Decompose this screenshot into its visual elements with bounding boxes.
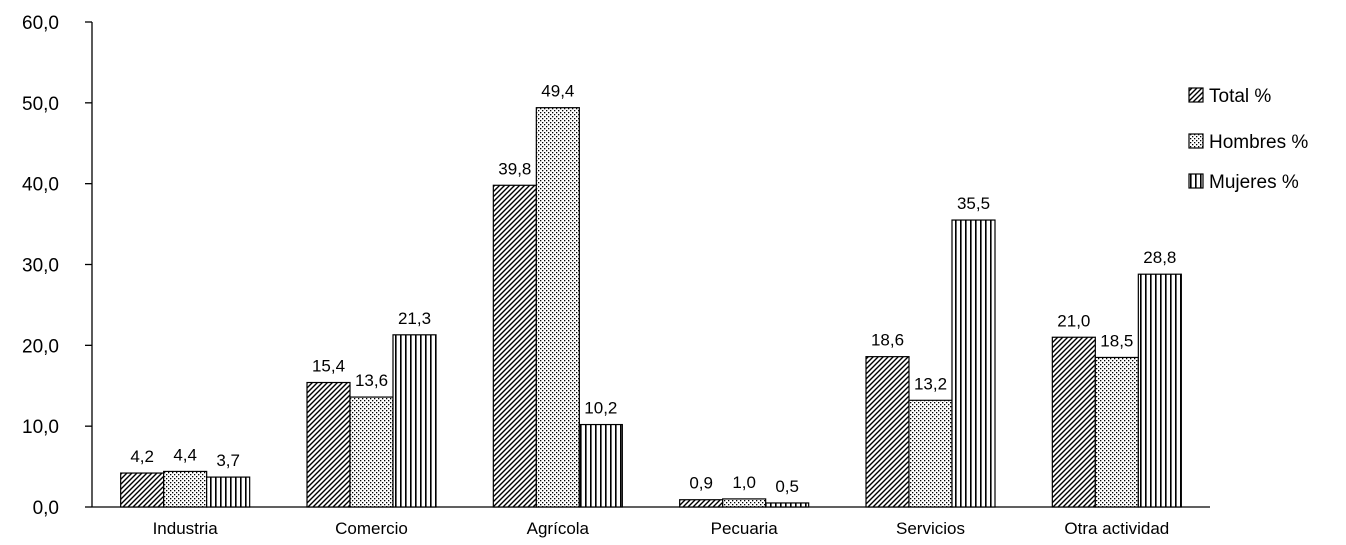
- data-label: 35,5: [957, 194, 990, 213]
- data-label: 4,4: [173, 445, 197, 464]
- bar: [679, 499, 724, 508]
- bar: [765, 502, 810, 508]
- legend-swatch: [1188, 133, 1204, 149]
- legend-swatch: [1188, 173, 1204, 189]
- y-tick-label: 30,0: [22, 256, 59, 277]
- bar: [163, 470, 208, 508]
- bar: [492, 184, 537, 508]
- data-label: 10,2: [584, 399, 617, 418]
- bar: [306, 381, 351, 508]
- bar: [1137, 273, 1182, 508]
- bar: [392, 334, 437, 508]
- data-label: 18,5: [1100, 331, 1133, 350]
- y-tick-label: 10,0: [22, 417, 59, 438]
- bar: [206, 476, 251, 508]
- x-tick-label: Comercio: [335, 519, 408, 538]
- bar: [1051, 336, 1096, 508]
- bar: [120, 472, 165, 508]
- data-label: 18,6: [871, 331, 904, 350]
- data-label: 13,6: [355, 371, 388, 390]
- legend-label: Total %: [1209, 86, 1271, 107]
- x-tick-label: Agrícola: [527, 519, 590, 538]
- data-label: 15,4: [312, 357, 345, 376]
- x-tick-label: Industria: [153, 519, 219, 538]
- x-axis: Industria Comercio Agrícola Pecuaria Servici…: [92, 506, 1210, 538]
- data-label: 21,0: [1057, 311, 1090, 330]
- y-tick-label: 40,0: [22, 175, 59, 196]
- y-tick-label: 50,0: [22, 94, 59, 115]
- data-label: 28,8: [1143, 248, 1176, 267]
- y-tick-label: 60,0: [22, 13, 59, 34]
- data-label: 4,2: [130, 447, 154, 466]
- data-label: 21,3: [398, 309, 431, 328]
- data-label: 0,9: [689, 474, 713, 493]
- data-label: 39,8: [498, 159, 531, 178]
- bar: [865, 356, 910, 508]
- bar: [535, 107, 580, 508]
- y-tick-label: 0,0: [33, 498, 59, 519]
- y-tick-label: 20,0: [22, 336, 59, 357]
- legend-label: Hombres %: [1209, 132, 1308, 153]
- bar: [722, 498, 767, 508]
- y-axis: 0,0 10,0 20,0 30,0 40,0 50,0 60,0: [22, 13, 93, 519]
- data-label: 49,4: [541, 82, 574, 101]
- legend: Total % Hombres % Mujeres %: [1188, 86, 1308, 193]
- x-tick-label: Servicios: [896, 519, 965, 538]
- bar: [951, 219, 996, 508]
- bar: [349, 396, 394, 508]
- data-labels: 4,2 4,4 3,7 15,4 13,6 21,3 39,8 49,4 10,2 0,9 1,0 0…: [130, 82, 1176, 496]
- data-label: 3,7: [216, 451, 240, 470]
- bar: [578, 423, 623, 508]
- bar: [1094, 356, 1139, 508]
- data-label: 13,2: [914, 374, 947, 393]
- legend-label: Mujeres %: [1209, 172, 1299, 193]
- data-label: 1,0: [732, 473, 756, 492]
- data-label: 0,5: [775, 477, 799, 496]
- x-tick-label: Pecuaria: [711, 519, 779, 538]
- x-tick-label: Otra actividad: [1064, 519, 1169, 538]
- bar: [908, 399, 953, 508]
- legend-swatch: [1188, 87, 1204, 103]
- bars: [120, 107, 1182, 508]
